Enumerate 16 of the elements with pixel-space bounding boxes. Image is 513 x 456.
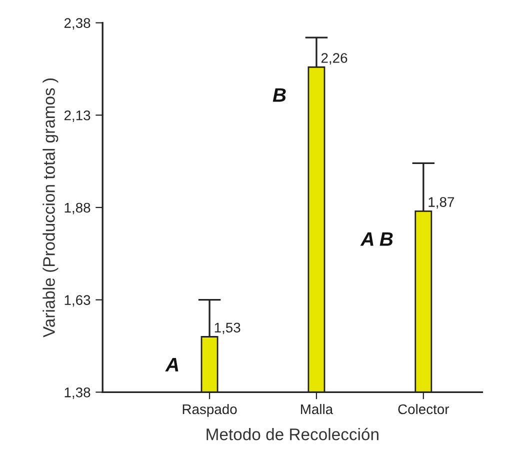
- annotation: A: [165, 358, 178, 372]
- y-tick-label: 1,63: [64, 295, 90, 307]
- annotation: B: [272, 88, 286, 102]
- data-label: 1,53: [214, 322, 240, 334]
- x-tick-label: Colector: [398, 404, 450, 414]
- data-label: 2,26: [321, 53, 348, 65]
- y-axis-title: Variable (Produccion total gramos ): [42, 78, 58, 338]
- x-tick-label: Raspado: [182, 404, 237, 417]
- y-tick-label: 2,38: [64, 18, 90, 30]
- y-tick-label: 1,88: [64, 202, 90, 214]
- annotation: A B: [360, 232, 393, 246]
- y-tick-label: 2,13: [64, 110, 90, 122]
- x-tick-label: Malla: [301, 404, 334, 414]
- x-axis-title: Metodo de Recolección: [206, 428, 378, 440]
- y-tick-label: 1,38: [64, 387, 90, 399]
- data-label: 1,87: [428, 197, 454, 209]
